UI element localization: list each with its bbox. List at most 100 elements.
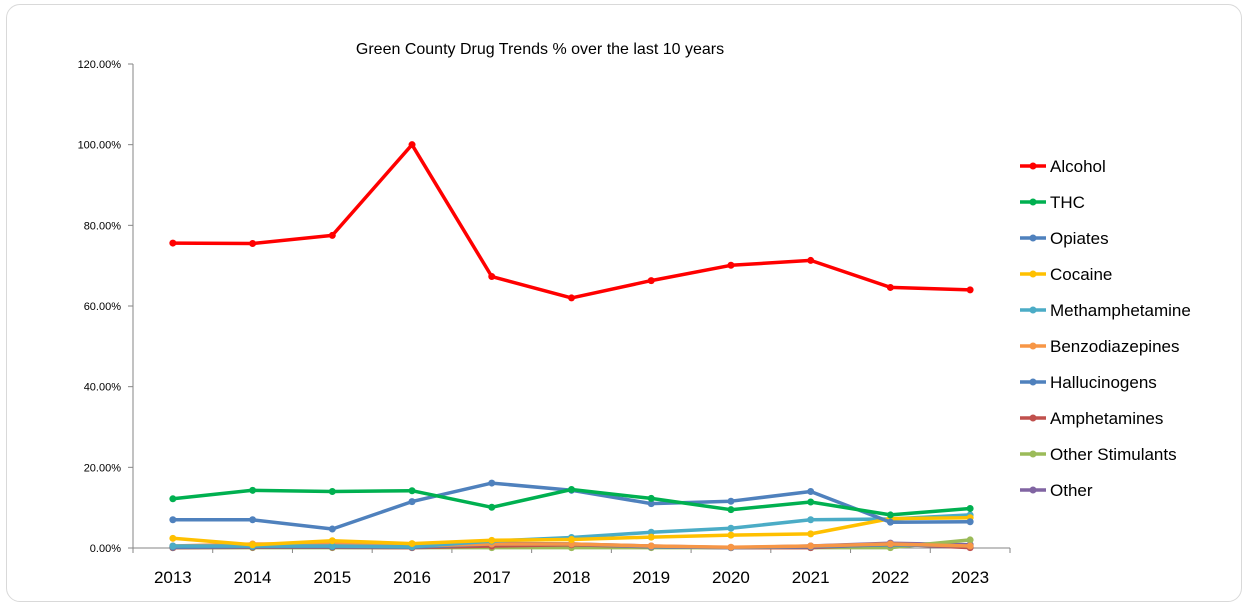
data-point-cocaine <box>169 534 177 542</box>
series-thc <box>169 486 974 519</box>
data-point-cocaine <box>568 536 575 544</box>
legend-item-methamphetamine: Methamphetamine <box>1020 301 1191 320</box>
data-point-opiates <box>408 498 416 506</box>
data-point-thc <box>169 495 177 503</box>
x-tick-label: 2019 <box>632 568 670 587</box>
data-point-methamphetamine <box>727 524 735 532</box>
legend-swatch-marker <box>1029 162 1037 170</box>
data-point-alcohol <box>966 286 974 294</box>
y-tick-label: 0.00% <box>90 543 121 555</box>
data-point-methamphetamine <box>647 528 655 536</box>
data-point-benzodiazepines <box>966 542 974 550</box>
x-tick-label: 2014 <box>234 568 272 587</box>
chart-frame <box>6 4 1242 602</box>
data-point-thc <box>568 486 575 494</box>
series-cocaine <box>169 514 974 549</box>
data-point-other-stimulants <box>966 536 974 544</box>
legend-item-other: Other <box>1020 481 1093 500</box>
x-tick-label: 2018 <box>553 568 591 587</box>
legend-swatch-marker <box>1029 306 1037 314</box>
legend-item-alcohol: Alcohol <box>1020 157 1106 176</box>
data-point-alcohol <box>647 277 655 285</box>
legend-swatch-marker <box>1029 486 1037 494</box>
series-layer <box>169 141 974 552</box>
data-point-cocaine <box>408 540 416 548</box>
data-point-alcohol <box>169 239 177 247</box>
legend-swatch-marker <box>1029 414 1037 422</box>
legend-item-opiates: Opiates <box>1020 229 1109 248</box>
legend-item-amphetamines: Amphetamines <box>1020 409 1163 428</box>
legend: Alcohol THC Opiates Cocaine Methamphetamine B… <box>1020 157 1191 500</box>
data-point-cocaine <box>488 536 496 544</box>
x-tick-label: 2023 <box>951 568 989 587</box>
data-point-methamphetamine <box>807 516 815 524</box>
data-point-opiates <box>727 497 735 505</box>
legend-swatch-marker <box>1029 198 1037 206</box>
data-point-opiates <box>807 488 815 496</box>
x-tick-label: 2022 <box>871 568 909 587</box>
data-point-opiates <box>647 500 655 508</box>
data-point-opiates <box>169 516 177 524</box>
legend-label: Other Stimulants <box>1050 445 1177 464</box>
data-point-thc <box>886 511 894 519</box>
data-point-thc <box>966 504 974 512</box>
data-point-alcohol <box>408 141 416 149</box>
y-tick-label: 20.00% <box>84 462 122 474</box>
data-point-alcohol <box>807 256 815 264</box>
data-point-cocaine <box>249 541 257 549</box>
series-line-alcohol <box>171 142 972 300</box>
data-point-thc <box>807 498 815 506</box>
legend-swatch-marker <box>1029 234 1037 242</box>
legend-label: Alcohol <box>1050 157 1106 176</box>
legend-item-hallucinogens: Hallucinogens <box>1020 373 1157 392</box>
data-point-methamphetamine <box>169 542 177 550</box>
data-point-cocaine <box>328 537 336 545</box>
legend-swatch-marker <box>1029 270 1037 278</box>
data-point-thc <box>488 503 496 511</box>
data-point-opiates <box>488 479 496 487</box>
y-tick-label: 60.00% <box>84 301 122 313</box>
data-point-opiates <box>966 518 974 526</box>
y-tick-label: 80.00% <box>84 220 122 232</box>
data-point-alcohol <box>249 239 257 247</box>
data-point-thc <box>328 488 336 496</box>
legend-item-benzodiazepines: Benzodiazepines <box>1020 337 1179 356</box>
x-tick-label: 2016 <box>393 568 431 587</box>
legend-label: Methamphetamine <box>1050 301 1191 320</box>
x-tick-label: 2017 <box>473 568 511 587</box>
data-point-cocaine <box>727 531 735 539</box>
data-point-benzodiazepines <box>647 542 655 550</box>
legend-swatch-marker <box>1029 450 1037 458</box>
x-tick-label: 2015 <box>313 568 351 587</box>
data-point-thc <box>408 487 416 495</box>
data-point-opiates <box>886 518 894 526</box>
axes: 0.00% 20.00% 40.00% 60.00% 80.00% 100.00% 120.… <box>78 59 1011 587</box>
y-tick-label: 120.00% <box>78 59 122 71</box>
legend-label: Hallucinogens <box>1050 373 1157 392</box>
legend-swatch-marker <box>1029 378 1037 386</box>
x-tick-label: 2013 <box>154 568 192 587</box>
data-point-opiates <box>328 525 336 533</box>
data-point-thc <box>249 486 257 494</box>
legend-label: Benzodiazepines <box>1050 337 1179 356</box>
data-point-benzodiazepines <box>727 543 735 551</box>
data-point-thc <box>647 494 655 502</box>
x-tick-label: 2021 <box>792 568 830 587</box>
data-point-benzodiazepines <box>807 542 815 550</box>
data-point-thc <box>727 506 735 514</box>
x-tick-label: 2020 <box>712 568 750 587</box>
data-point-benzodiazepines <box>886 540 894 548</box>
legend-item-cocaine: Cocaine <box>1020 265 1112 284</box>
legend-label: Other <box>1050 481 1093 500</box>
data-point-opiates <box>249 516 257 524</box>
legend-item-thc: THC <box>1020 193 1085 212</box>
data-point-alcohol <box>886 283 894 291</box>
y-tick-label: 40.00% <box>84 382 122 394</box>
legend-label: Amphetamines <box>1050 409 1163 428</box>
data-point-alcohol <box>727 261 735 269</box>
data-point-alcohol <box>328 231 336 239</box>
data-point-cocaine <box>807 530 815 538</box>
series-alcohol <box>169 141 974 302</box>
y-tick-label: 100.00% <box>78 140 122 152</box>
